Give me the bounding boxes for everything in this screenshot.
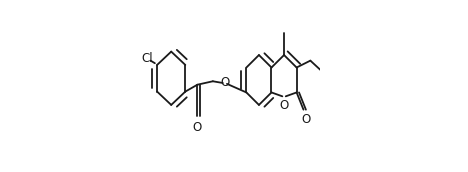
Text: O: O [302,114,311,126]
Text: O: O [279,99,289,112]
Text: Cl: Cl [142,52,154,64]
Text: O: O [220,77,229,89]
Text: O: O [193,121,202,134]
